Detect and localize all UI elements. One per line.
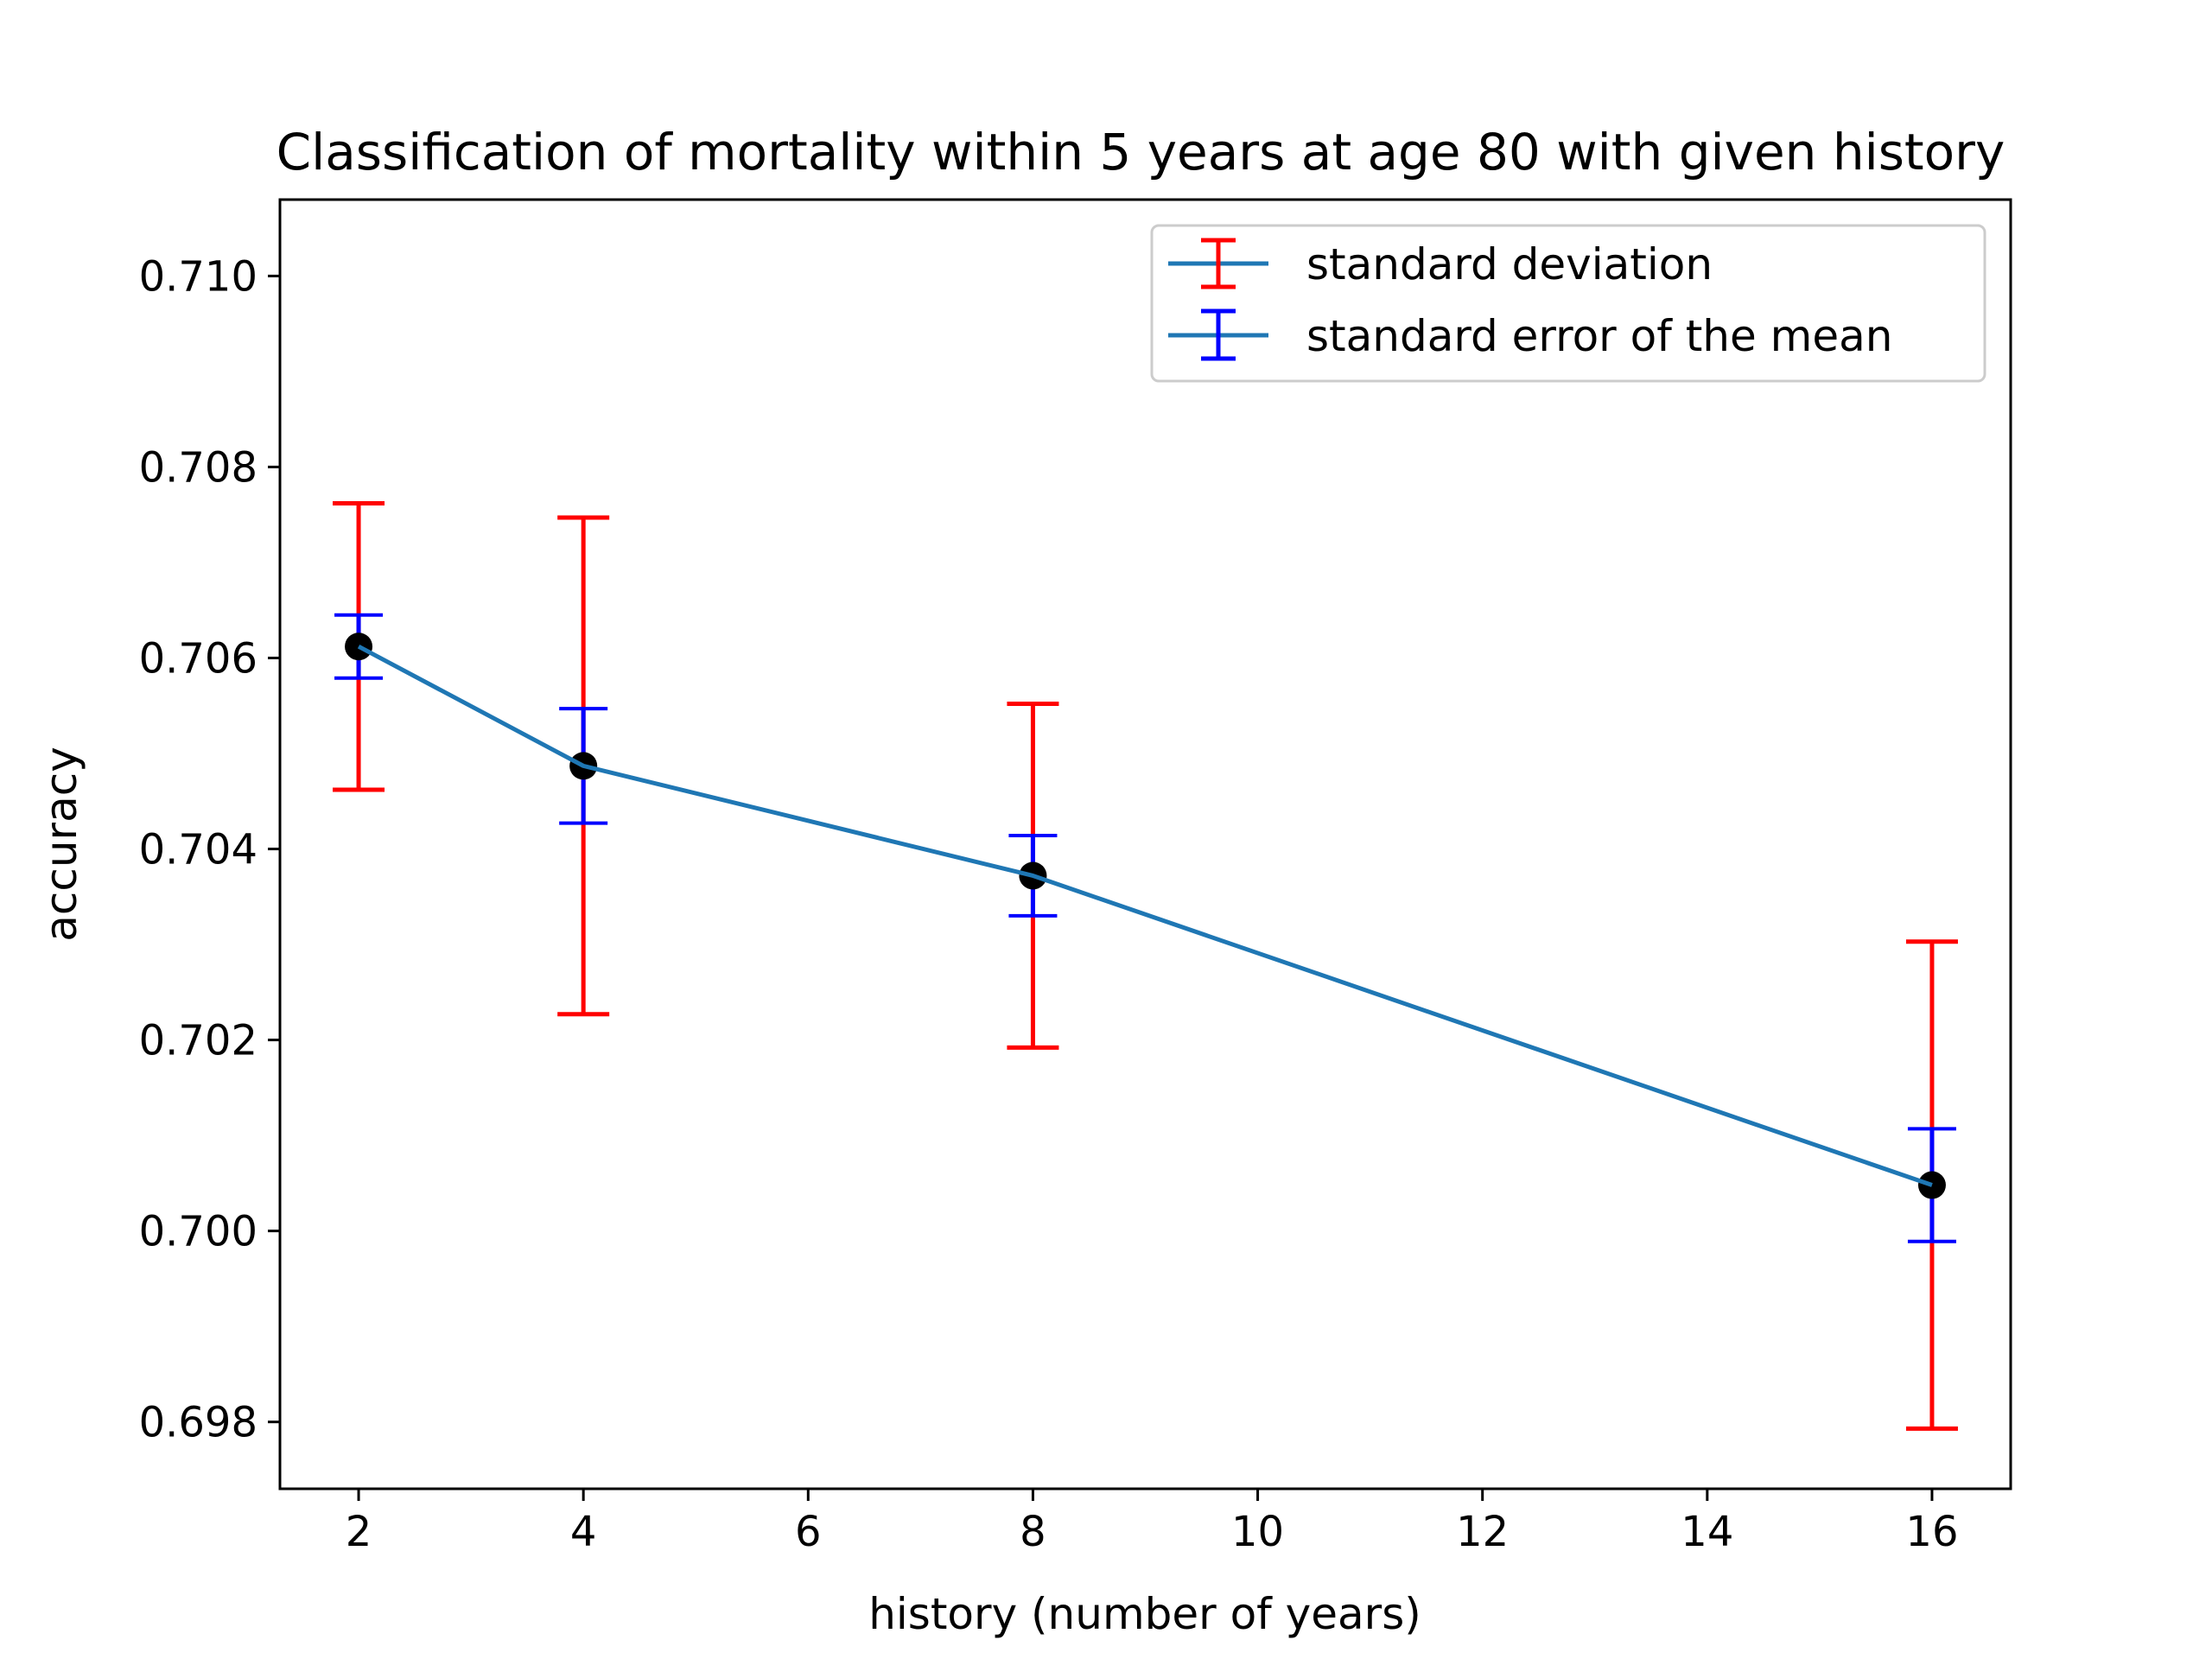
x-axis-ticks: 2 4 6 8 10 12 14 16	[346, 1489, 1958, 1556]
legend-marker-std	[1168, 238, 1268, 289]
x-tick-label-4: 4	[570, 1508, 597, 1556]
y-axis-ticks: 0.698 0.700 0.702 0.704 0.706 0.708 0.710	[139, 252, 280, 1447]
y-tick-label-2: 0.702	[139, 1017, 257, 1065]
x-tick-label-12: 12	[1456, 1508, 1509, 1556]
y-tick-label-4: 0.706	[139, 634, 257, 683]
x-tick-label-16: 16	[1905, 1508, 1958, 1556]
x-tick-label-6: 6	[795, 1508, 822, 1556]
x-tick-label-2: 2	[346, 1508, 372, 1556]
y-tick-label-6: 0.710	[139, 252, 257, 301]
y-tick-label-1: 0.700	[139, 1208, 257, 1256]
x-tick-label-8: 8	[1020, 1508, 1046, 1556]
legend: standard deviation standard error of the…	[1150, 224, 1986, 383]
y-tick-label-0: 0.698	[139, 1399, 257, 1447]
series-layer	[333, 500, 1958, 1431]
legend-label-std: standard deviation	[1306, 239, 1713, 289]
legend-marker-sem	[1168, 308, 1268, 361]
mean-line	[357, 645, 1933, 1187]
chart-title: Classification of mortality within 5 yea…	[276, 123, 2005, 181]
legend-label-sem: standard error of the mean	[1306, 311, 1892, 361]
x-tick-label-14: 14	[1681, 1508, 1733, 1556]
y-axis-label: accuracy	[36, 747, 86, 942]
y-tick-label-5: 0.708	[139, 443, 257, 492]
x-axis-label: history (number of years)	[868, 1589, 1421, 1639]
x-tick-label-10: 10	[1231, 1508, 1284, 1556]
legend-frame	[1150, 224, 1986, 383]
plot-frame	[278, 198, 2012, 1491]
y-tick-label-3: 0.704	[139, 826, 257, 874]
